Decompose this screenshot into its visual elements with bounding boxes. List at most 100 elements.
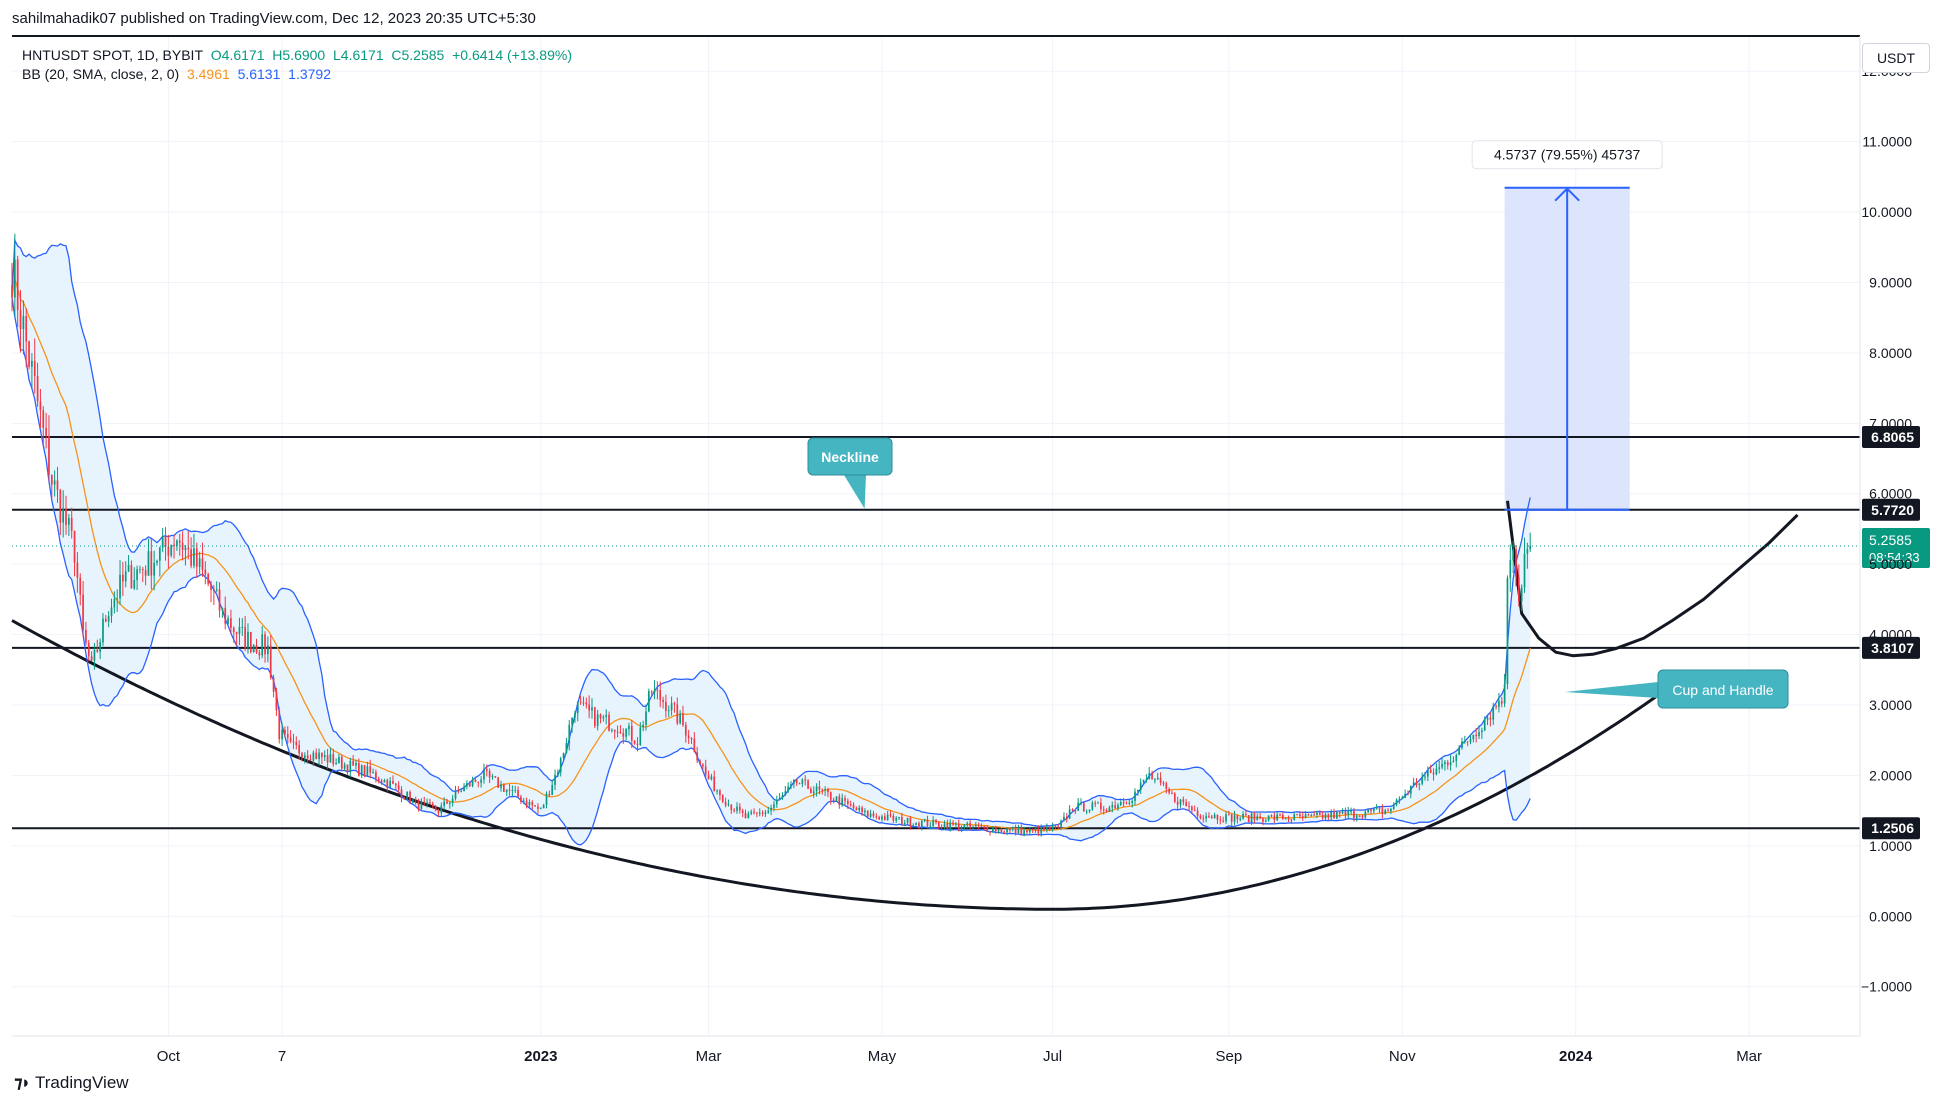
candle-body[interactable] xyxy=(326,755,329,763)
candle-body[interactable] xyxy=(866,810,869,817)
candle-body[interactable] xyxy=(514,789,517,791)
candle-body[interactable] xyxy=(153,562,156,576)
candle-body[interactable] xyxy=(1446,762,1449,766)
candle-body[interactable] xyxy=(201,558,204,570)
candle-body[interactable] xyxy=(1219,819,1222,821)
candle-body[interactable] xyxy=(1463,741,1466,743)
candle-body[interactable] xyxy=(656,689,659,691)
candle-body[interactable] xyxy=(517,789,519,797)
candle-body[interactable] xyxy=(1276,814,1279,820)
candle-body[interactable] xyxy=(164,536,167,547)
candle-body[interactable] xyxy=(1529,545,1532,549)
neckline-callout[interactable] xyxy=(807,437,893,476)
candle-body[interactable] xyxy=(1236,815,1239,820)
candle-body[interactable] xyxy=(1105,810,1108,812)
candle-body[interactable] xyxy=(702,764,704,767)
candle-body[interactable] xyxy=(1330,812,1333,818)
candle-body[interactable] xyxy=(733,810,735,812)
candle-body[interactable] xyxy=(1475,734,1478,736)
candle-body[interactable] xyxy=(1270,815,1273,817)
candle-body[interactable] xyxy=(832,799,835,801)
candle-body[interactable] xyxy=(1091,802,1094,810)
candle-body[interactable] xyxy=(679,713,681,724)
candle-body[interactable] xyxy=(1145,778,1148,780)
candle-body[interactable] xyxy=(1381,808,1384,814)
candle-body[interactable] xyxy=(130,564,133,589)
candle-body[interactable] xyxy=(181,542,184,551)
candle-body[interactable] xyxy=(70,517,73,531)
candle-body[interactable] xyxy=(235,631,238,634)
candle-body[interactable] xyxy=(1432,772,1435,775)
candle-body[interactable] xyxy=(861,807,863,813)
candle-body[interactable] xyxy=(554,774,556,785)
candle-body[interactable] xyxy=(178,540,181,543)
candle-body[interactable] xyxy=(437,810,440,814)
candle-body[interactable] xyxy=(628,725,630,730)
candle-body[interactable] xyxy=(818,786,821,790)
candle-body[interactable] xyxy=(491,776,494,778)
candle-body[interactable] xyxy=(303,755,306,759)
candle-body[interactable] xyxy=(611,729,613,731)
candle-body[interactable] xyxy=(531,801,534,806)
candle-body[interactable] xyxy=(559,758,562,773)
candle-body[interactable] xyxy=(477,781,480,783)
candle-body[interactable] xyxy=(79,577,82,595)
candle-body[interactable] xyxy=(625,729,627,737)
candle-body[interactable] xyxy=(335,763,337,765)
candle-body[interactable] xyxy=(758,812,761,814)
candle-body[interactable] xyxy=(232,627,235,632)
candle-body[interactable] xyxy=(1011,828,1014,830)
candle-body[interactable] xyxy=(358,762,360,776)
candle-body[interactable] xyxy=(1060,820,1062,827)
candle-body[interactable] xyxy=(139,569,141,571)
candle-body[interactable] xyxy=(267,645,269,655)
candle-body[interactable] xyxy=(1489,717,1492,720)
candle-body[interactable] xyxy=(110,607,113,617)
bb-legend[interactable]: BB (20, SMA, close, 2, 0) 3.4961 5.6131 … xyxy=(22,65,572,84)
candle-body[interactable] xyxy=(576,701,579,714)
symbol-legend[interactable]: HNTUSDT SPOT, 1D, BYBIT O4.6171 H5.6900 … xyxy=(22,46,572,65)
candle-body[interactable] xyxy=(414,799,417,801)
candle-body[interactable] xyxy=(16,259,19,311)
candle-body[interactable] xyxy=(457,790,460,792)
candle-body[interactable] xyxy=(244,626,246,648)
candle-body[interactable] xyxy=(844,798,846,801)
candle-body[interactable] xyxy=(278,710,281,740)
candle-body[interactable] xyxy=(286,734,289,738)
candle-body[interactable] xyxy=(59,489,62,523)
candle-body[interactable] xyxy=(545,793,548,806)
candle-body[interactable] xyxy=(1418,783,1421,785)
candle-body[interactable] xyxy=(1151,772,1153,780)
candle-body[interactable] xyxy=(190,549,192,566)
candle-body[interactable] xyxy=(693,738,696,753)
candle-body[interactable] xyxy=(807,780,809,789)
tradingview-logo[interactable]: ⁊◗ TradingView xyxy=(14,1073,129,1093)
candle-body[interactable] xyxy=(639,727,642,745)
candle-body[interactable] xyxy=(1409,785,1412,794)
candle-body[interactable] xyxy=(247,631,249,648)
candle-body[interactable] xyxy=(215,589,218,591)
candle-body[interactable] xyxy=(1290,819,1293,821)
candle-body[interactable] xyxy=(872,813,875,817)
candle-body[interactable] xyxy=(1114,805,1116,809)
candle-body[interactable] xyxy=(48,435,50,475)
candle-body[interactable] xyxy=(537,806,539,809)
candle-body[interactable] xyxy=(434,806,437,811)
candle-body[interactable] xyxy=(431,803,434,807)
candle-body[interactable] xyxy=(1108,807,1111,812)
candle-body[interactable] xyxy=(1031,828,1034,830)
candle-body[interactable] xyxy=(1338,812,1341,814)
candle-body[interactable] xyxy=(1395,799,1398,805)
candle-body[interactable] xyxy=(1324,814,1327,819)
candle-body[interactable] xyxy=(170,544,173,556)
candle-body[interactable] xyxy=(284,729,286,735)
candle-body[interactable] xyxy=(1205,816,1207,819)
level-price-badge[interactable] xyxy=(1862,498,1920,521)
candle-body[interactable] xyxy=(19,310,22,329)
candle-body[interactable] xyxy=(454,790,457,799)
candle-body[interactable] xyxy=(252,645,255,653)
candle-body[interactable] xyxy=(193,548,195,566)
candle-body[interactable] xyxy=(682,713,684,725)
candle-body[interactable] xyxy=(107,616,110,622)
candle-body[interactable] xyxy=(329,754,332,763)
